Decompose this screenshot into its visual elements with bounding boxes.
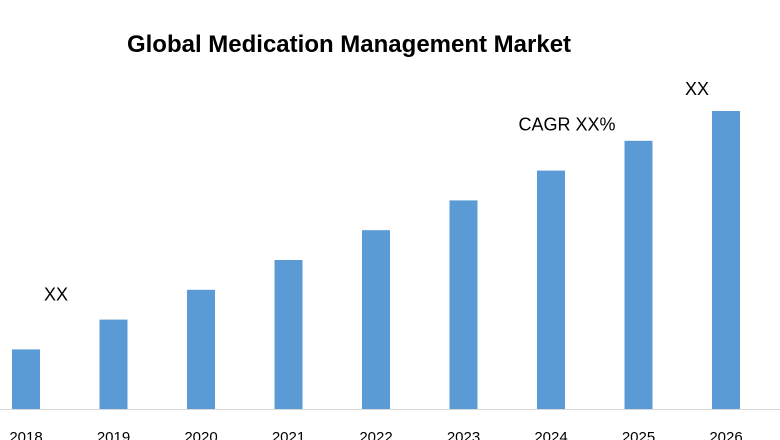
chart-title: Global Medication Management Market <box>127 31 571 58</box>
bars-group <box>12 111 740 410</box>
bar-2018 <box>12 349 40 409</box>
x-tick-label: 2018 <box>9 429 42 440</box>
bar-2023 <box>449 200 478 409</box>
bar-2022 <box>362 230 390 409</box>
x-tick-label: 2026 <box>709 429 742 440</box>
x-tick-label: 2020 <box>184 429 217 440</box>
bar-2026 <box>712 111 740 409</box>
bar-2020 <box>187 289 215 409</box>
x-tick-label: 2021 <box>272 429 305 440</box>
annotation-label: XX <box>685 79 709 99</box>
x-tick-label: 2022 <box>359 429 392 440</box>
bar-2024 <box>537 170 565 409</box>
x-tick-label: 2019 <box>97 429 130 440</box>
annotation-label: XX <box>44 284 68 304</box>
x-tick-label: 2023 <box>447 429 480 440</box>
bar-2025 <box>624 140 653 410</box>
annotations: XX CAGR XX% XX <box>44 79 709 304</box>
x-tick-label: 2024 <box>534 429 567 440</box>
x-tick-label: 2025 <box>622 429 655 440</box>
x-tick-labels: 2018 2019 2020 2021 2022 2023 2024 2025 2026 <box>9 429 742 440</box>
bar-2021 <box>274 260 303 409</box>
bar-2019 <box>99 319 128 409</box>
annotation-label: CAGR XX% <box>518 115 615 135</box>
